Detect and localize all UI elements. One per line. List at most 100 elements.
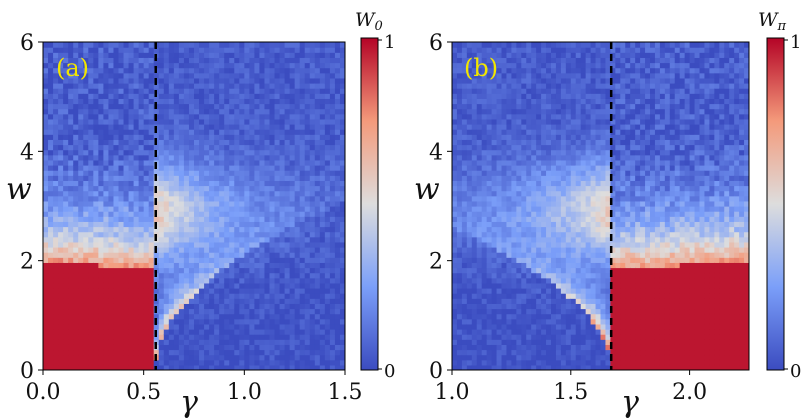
heatmap-cell: [83, 323, 89, 330]
heatmap-cell: [229, 52, 235, 58]
heatmap-cell: [284, 103, 291, 110]
heatmap-cell: [334, 165, 341, 171]
heatmap-cell: [78, 83, 84, 89]
heatmap-cell: [108, 62, 115, 69]
heatmap-cell: [526, 262, 532, 269]
heatmap-cell: [461, 83, 468, 89]
heatmap-cell: [73, 57, 79, 64]
heatmap-cell: [48, 77, 54, 84]
heatmap-cell: [339, 88, 345, 94]
heatmap-cell: [199, 329, 205, 335]
heatmap-cell: [249, 190, 255, 197]
heatmap-cell: [194, 67, 200, 74]
heatmap-cell: [209, 47, 215, 53]
heatmap-cell: [339, 364, 345, 370]
heatmap-cell: [214, 62, 220, 69]
heatmap-cell: [294, 354, 301, 361]
heatmap-cell: [506, 288, 512, 294]
heatmap-cell: [168, 293, 175, 299]
heatmap-cell: [339, 47, 345, 53]
heatmap-cell: [531, 216, 537, 222]
heatmap-cell: [521, 298, 527, 304]
heatmap-cell: [314, 318, 321, 325]
heatmap-cell: [239, 180, 245, 187]
heatmap-cell: [319, 308, 326, 315]
heatmap-cell: [58, 303, 64, 310]
heatmap-cell: [128, 113, 135, 120]
heatmap-cell: [239, 103, 245, 110]
heatmap-cell: [466, 236, 473, 243]
heatmap-cell: [511, 339, 517, 345]
heatmap-cell: [334, 190, 341, 197]
heatmap-cell: [73, 139, 79, 146]
heatmap-cell: [153, 349, 160, 356]
heatmap-cell: [83, 88, 89, 94]
heatmap-cell: [43, 318, 49, 325]
heatmap-cell: [138, 52, 145, 58]
heatmap-cell: [239, 349, 245, 356]
heatmap-cell: [118, 62, 125, 69]
heatmap-cell: [63, 57, 69, 64]
heatmap-cell: [108, 159, 115, 166]
heatmap-cell: [491, 47, 498, 53]
heatmap-cell: [48, 252, 54, 258]
heatmap-cell: [481, 98, 488, 105]
heatmap-cell: [299, 349, 306, 356]
heatmap-cell: [178, 277, 185, 284]
heatmap-cell: [289, 257, 296, 263]
heatmap-cell: [269, 72, 276, 79]
heatmap-cell: [153, 323, 160, 330]
heatmap-cell: [456, 231, 463, 238]
heatmap-cell: [506, 98, 512, 105]
heatmap-cell: [53, 344, 59, 351]
heatmap-cell: [452, 190, 458, 197]
heatmap-cell: [163, 262, 170, 269]
heatmap-cell: [199, 334, 205, 340]
heatmap-cell: [83, 57, 89, 64]
heatmap-cell: [83, 329, 89, 335]
heatmap-cell: [158, 52, 165, 58]
heatmap-cell: [279, 88, 286, 94]
heatmap-cell: [264, 154, 271, 161]
heatmap-cell: [118, 180, 125, 187]
heatmap-cell: [153, 298, 160, 304]
heatmap-cell: [284, 62, 291, 69]
heatmap-cell: [153, 190, 160, 197]
heatmap-cell: [314, 200, 321, 207]
heatmap-cell: [456, 195, 463, 202]
heatmap-cell: [143, 211, 150, 217]
heatmap-cell: [486, 47, 493, 53]
heatmap-cell: [48, 257, 54, 263]
heatmap-cell: [254, 190, 261, 197]
heatmap-cell: [188, 103, 195, 110]
heatmap-cell: [93, 47, 99, 53]
heatmap-cell: [158, 42, 165, 48]
heatmap-cell: [461, 108, 468, 115]
heatmap-cell: [254, 113, 261, 120]
heatmap-cell: [452, 318, 458, 325]
heatmap-cell: [113, 52, 120, 58]
heatmap-cell: [133, 159, 140, 166]
heatmap-cell: [259, 216, 266, 222]
heatmap-cell: [264, 318, 271, 325]
heatmap-cell: [168, 359, 175, 366]
heatmap-cell: [476, 83, 483, 89]
heatmap-cell: [339, 108, 345, 115]
heatmap-cell: [199, 108, 205, 115]
heatmap-cell: [314, 175, 321, 181]
heatmap-cell: [103, 144, 110, 151]
heatmap-cell: [279, 175, 286, 181]
heatmap-cell: [456, 72, 463, 79]
heatmap-cell: [138, 175, 145, 181]
heatmap-cell: [93, 282, 99, 289]
heatmap-cell: [294, 323, 301, 330]
heatmap-cell: [48, 206, 54, 212]
heatmap-cell: [93, 293, 99, 299]
heatmap-cell: [229, 200, 235, 207]
heatmap-cell: [133, 359, 140, 366]
heatmap-cell: [168, 124, 175, 130]
heatmap-cell: [319, 334, 326, 340]
heatmap-cell: [471, 118, 478, 125]
heatmap-cell: [143, 129, 150, 135]
heatmap-cell: [113, 262, 120, 269]
